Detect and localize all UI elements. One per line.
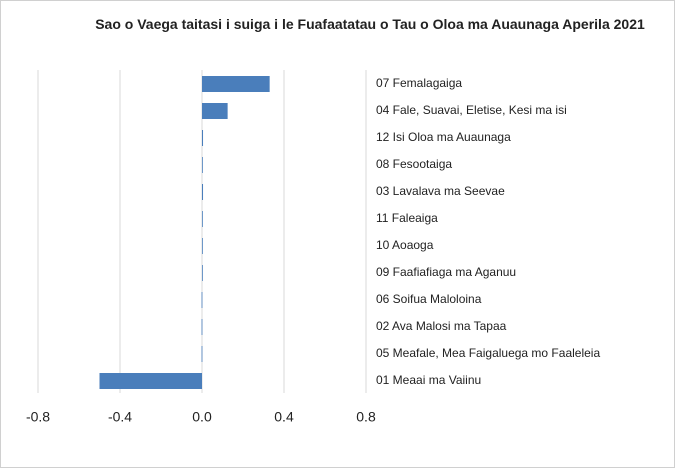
category-label: 10 Aoaoga (376, 238, 434, 252)
bar (202, 211, 203, 227)
x-tick-label: 0.4 (274, 409, 294, 425)
bar (202, 130, 204, 146)
x-tick-label: 0.8 (356, 409, 376, 425)
category-label: 02 Ava Malosi ma Tapaa (376, 319, 507, 333)
bar (99, 373, 202, 389)
bar (202, 265, 203, 281)
x-tick-label: -0.8 (26, 409, 50, 425)
bar (202, 238, 203, 254)
category-label: 06 Soifua Maloloina (376, 292, 482, 306)
bar (201, 292, 203, 308)
bar (202, 157, 203, 173)
x-tick-label: -0.4 (108, 409, 132, 425)
chart-title: Sao o Vaega taitasi i suiga i le Fuafaat… (95, 16, 645, 32)
category-label: 01 Meaai ma Vaiinu (376, 373, 481, 387)
category-label: 08 Fesootaiga (376, 157, 452, 171)
bar (201, 346, 203, 362)
bar (202, 184, 204, 200)
category-label: 04 Fale, Suavai, Eletise, Kesi ma isi (376, 103, 567, 117)
category-label: 05 Meafale, Mea Faigaluega mo Faaleleia (376, 346, 600, 360)
bar (202, 103, 228, 119)
bar (201, 319, 203, 335)
category-label: 12 Isi Oloa ma Auaunaga (376, 130, 511, 144)
category-label: 07 Femalagaiga (376, 76, 462, 90)
category-label: 03 Lavalava ma Seevae (376, 184, 505, 198)
category-label: 09 Faafiafiaga ma Aganuu (376, 265, 516, 279)
category-label: 11 Faleaiga (376, 211, 438, 225)
x-tick-label: 0.0 (192, 409, 212, 425)
bar (202, 76, 270, 92)
